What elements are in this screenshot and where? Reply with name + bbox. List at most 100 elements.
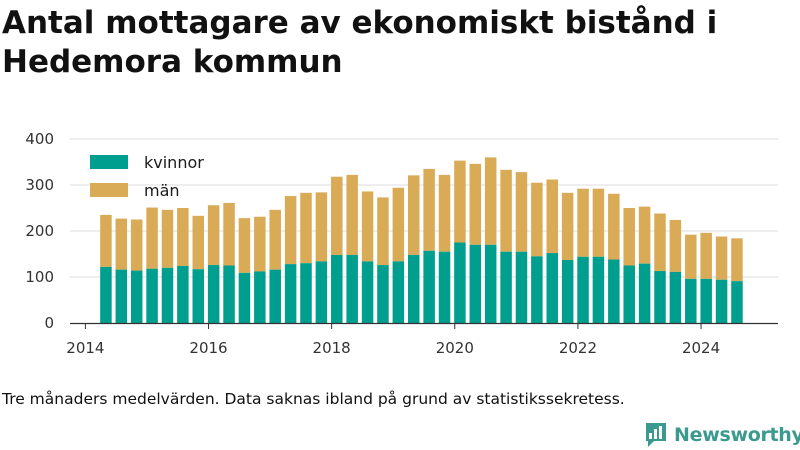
bar-man bbox=[592, 188, 605, 257]
legend-label-kvinnor: kvinnor bbox=[144, 153, 204, 172]
y-tick-label: 0 bbox=[44, 314, 54, 332]
bar-chart-logo-icon bbox=[646, 423, 666, 447]
bar-man bbox=[377, 197, 389, 266]
bar-kvinnor bbox=[700, 278, 712, 323]
bar-man bbox=[192, 215, 205, 270]
bar-kvinnor bbox=[623, 265, 635, 323]
bar-kvinnor bbox=[331, 254, 343, 323]
bar-kvinnor bbox=[561, 259, 574, 323]
bar-man bbox=[269, 209, 281, 270]
x-tick-label: 2022 bbox=[559, 339, 597, 357]
bar-man bbox=[300, 192, 312, 264]
bar-kvinnor bbox=[592, 256, 605, 323]
bar-kvinnor bbox=[100, 266, 112, 323]
bar-man bbox=[669, 219, 682, 272]
x-tick-label: 2016 bbox=[189, 339, 227, 357]
bar-kvinnor bbox=[192, 269, 205, 323]
bar-kvinnor bbox=[377, 265, 389, 323]
bar-man bbox=[361, 191, 374, 262]
y-tick-label: 300 bbox=[25, 176, 54, 194]
bar-kvinnor bbox=[608, 259, 620, 323]
bar-man bbox=[331, 176, 343, 255]
bar-kvinnor bbox=[177, 265, 189, 323]
legend-label-man: män bbox=[144, 181, 180, 200]
bar-man bbox=[515, 172, 528, 252]
bar-kvinnor bbox=[392, 261, 405, 323]
bar-man bbox=[685, 234, 697, 279]
bar-man bbox=[284, 196, 297, 265]
bar-kvinnor bbox=[531, 256, 543, 323]
bar-man bbox=[454, 160, 466, 243]
bar-man bbox=[500, 169, 512, 252]
bar-kvinnor bbox=[284, 264, 297, 323]
bar-man bbox=[146, 207, 158, 269]
bar-man bbox=[438, 174, 451, 252]
bar-man bbox=[100, 214, 112, 267]
bar-kvinnor bbox=[115, 269, 128, 323]
bar-man bbox=[407, 175, 420, 255]
bar-kvinnor bbox=[146, 268, 158, 323]
bar-man bbox=[561, 192, 574, 260]
bar-man bbox=[161, 209, 174, 268]
bar-kvinnor bbox=[654, 271, 666, 323]
footnote: Tre månaders medelvärden. Data saknas ib… bbox=[2, 390, 625, 408]
bar-kvinnor bbox=[238, 272, 251, 323]
bar-kvinnor bbox=[669, 271, 682, 323]
bar-man bbox=[346, 174, 358, 255]
bar-kvinnor bbox=[315, 261, 328, 323]
bar-man bbox=[577, 188, 589, 257]
bar-man bbox=[469, 163, 482, 245]
bar-kvinnor bbox=[715, 279, 728, 323]
bar-kvinnor bbox=[454, 242, 466, 323]
bar-man bbox=[638, 206, 651, 264]
bar-man bbox=[115, 218, 128, 270]
bar-kvinnor bbox=[346, 254, 358, 323]
y-tick-label: 100 bbox=[25, 268, 54, 286]
brand-name: Newsworthy bbox=[674, 424, 800, 446]
bar-kvinnor bbox=[484, 244, 497, 323]
bar-kvinnor bbox=[269, 269, 281, 323]
bar-man bbox=[238, 218, 251, 273]
chart-title: Antal mottagare av ekonomiskt bistånd i … bbox=[2, 5, 718, 80]
bar-kvinnor bbox=[577, 256, 589, 323]
axes: 0 100 200 300 400 2014 2016 2018 2020 2022 2024 bbox=[25, 130, 778, 357]
bar-kvinnor bbox=[407, 254, 420, 323]
bar-kvinnor bbox=[500, 251, 512, 323]
bar-man bbox=[484, 157, 497, 245]
bar-man bbox=[700, 232, 712, 279]
bar-kvinnor bbox=[207, 265, 220, 323]
y-tick-label: 400 bbox=[25, 130, 54, 148]
bar-kvinnor bbox=[423, 250, 435, 323]
bar-kvinnor bbox=[515, 251, 528, 323]
bar-man bbox=[623, 208, 635, 266]
bar-kvinnor bbox=[546, 253, 559, 323]
bar-kvinnor bbox=[300, 263, 312, 323]
legend-swatch-kvinnor bbox=[90, 155, 128, 169]
bar-man bbox=[130, 219, 143, 271]
x-tick-label: 2024 bbox=[682, 339, 720, 357]
y-tick-label: 200 bbox=[25, 222, 54, 240]
bar-man bbox=[608, 193, 620, 260]
bar-kvinnor bbox=[638, 263, 651, 323]
bar-man bbox=[207, 205, 220, 266]
bar-man bbox=[177, 208, 189, 266]
bar-kvinnor bbox=[254, 271, 266, 323]
bars bbox=[100, 157, 743, 323]
bar-kvinnor bbox=[438, 251, 451, 323]
bar-kvinnor bbox=[161, 267, 174, 323]
bar-kvinnor bbox=[130, 270, 143, 323]
bar-kvinnor bbox=[223, 265, 235, 323]
bar-man bbox=[423, 168, 435, 251]
bar-man bbox=[315, 192, 328, 262]
bar-kvinnor bbox=[685, 278, 697, 323]
newsworthy-logo[interactable]: Newsworthy bbox=[644, 421, 800, 449]
bar-kvinnor bbox=[469, 244, 482, 323]
bar-man bbox=[731, 238, 743, 282]
bar-man bbox=[654, 213, 666, 272]
bar-kvinnor bbox=[361, 261, 374, 323]
bar-man bbox=[531, 182, 543, 257]
bar-man bbox=[223, 202, 235, 266]
x-tick-label: 2014 bbox=[66, 339, 104, 357]
legend-swatch-man bbox=[90, 183, 128, 197]
